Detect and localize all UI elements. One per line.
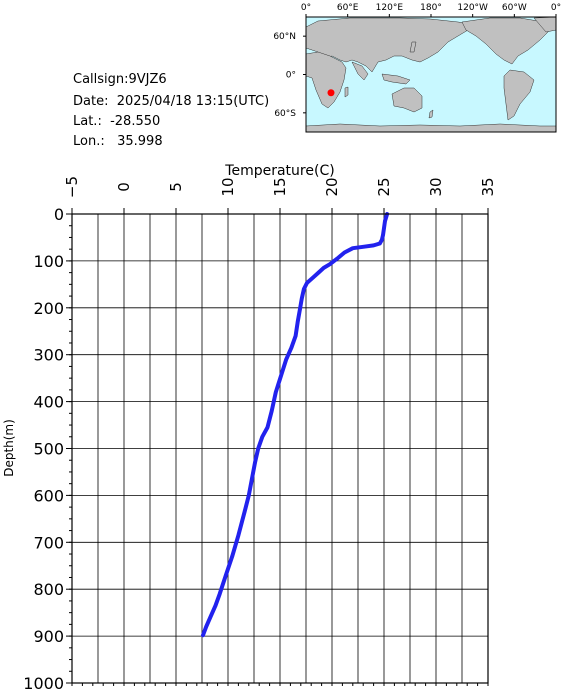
profile-data-point — [302, 287, 306, 291]
profile-data-point — [247, 493, 251, 497]
y-tick-label: 400 — [33, 393, 64, 412]
map-lon-tick-label: 60°E — [337, 3, 359, 13]
y-tick-label: 1000 — [23, 674, 64, 690]
profile-data-point — [305, 281, 309, 285]
profile-data-point — [328, 262, 332, 266]
y-tick-label: 0 — [54, 205, 64, 224]
y-tick-label: 100 — [33, 252, 64, 271]
profile-data-point — [382, 226, 386, 230]
map-lon-tick-label: 0° — [301, 3, 311, 13]
date-text: Date: 2025/04/18 13:15(UTC) — [73, 94, 270, 109]
profile-data-point — [279, 374, 283, 378]
profile-data-point — [361, 245, 365, 249]
map-lon-tick-label: 120°W — [457, 3, 488, 13]
map-land — [306, 17, 556, 132]
profile-data-point — [284, 357, 288, 361]
profile-data-point — [250, 477, 254, 481]
x-tick-label: 25 — [375, 177, 393, 196]
latitude-text: Lat.: -28.550 — [73, 114, 161, 129]
x-tick-label: 20 — [323, 177, 341, 196]
profile-data-point — [201, 633, 205, 637]
profile-data-point — [298, 308, 302, 312]
profile-data-point — [289, 346, 294, 350]
map-lat-tick-label: 0° — [286, 71, 296, 81]
profile-data-point — [322, 266, 326, 270]
profile-data-point — [243, 510, 247, 514]
temperature-profile-line — [201, 212, 390, 638]
profile-data-point — [380, 238, 384, 242]
profile-data-point — [270, 409, 274, 413]
y-axis-label: Depth(m) — [2, 419, 16, 477]
profile-data-point — [381, 233, 385, 237]
map-lon-tick-label: 0° — [551, 3, 561, 13]
profile-data-point — [300, 296, 304, 301]
y-tick-label: 900 — [33, 627, 64, 646]
profile-data-point — [351, 246, 355, 250]
profile-data-point — [342, 250, 347, 255]
profile-data-point — [311, 275, 315, 279]
longitude-text: Lon.: 35.998 — [73, 134, 163, 149]
profile-data-point — [316, 271, 321, 275]
station-marker — [327, 89, 335, 97]
y-tick-label: 300 — [33, 346, 64, 365]
world-map: 0° 60°E 120°E 180° 120°W 60°W 0° 60°N 0° 60°S — [273, 3, 561, 133]
map-lon-tick-label: 120°E — [376, 3, 404, 13]
profile-data-point — [253, 460, 257, 465]
profile-data-point — [296, 320, 300, 324]
x-tick-label: 5 — [167, 182, 185, 192]
profile-data-point — [213, 604, 218, 608]
x-tick-label: −5 — [63, 176, 81, 198]
y-tick-label: 600 — [33, 486, 64, 505]
profile-data-point — [385, 212, 389, 216]
y-tick-label: 200 — [33, 299, 64, 318]
map-lat-tick-label: 60°S — [274, 109, 296, 119]
y-tick-label: 700 — [33, 533, 64, 552]
profile-data-point — [378, 241, 382, 246]
profile-data-point — [208, 615, 212, 619]
profile-data-point — [256, 446, 260, 451]
profile-data-point — [335, 256, 339, 261]
x-tick-label: 35 — [479, 177, 497, 196]
profile-data-point — [372, 243, 376, 248]
profile-data-point — [265, 425, 270, 429]
callsign-text: Callsign:9VJZ6 — [73, 72, 167, 87]
x-tick-label: 15 — [271, 177, 289, 196]
x-tick-label: 30 — [427, 177, 445, 196]
profile-data-point — [236, 533, 240, 537]
profile-data-point — [224, 573, 228, 577]
y-tick-label: 500 — [33, 440, 64, 459]
map-lat-tick-label: 60°N — [273, 32, 296, 42]
profile-data-point — [383, 219, 387, 223]
y-tick-label: 800 — [33, 580, 64, 599]
x-tick-label: 10 — [219, 177, 237, 196]
profile-data-point — [230, 554, 234, 558]
profile-data-point — [274, 390, 278, 394]
x-tick-label: 0 — [115, 182, 133, 192]
profile-data-point — [218, 592, 222, 596]
map-lon-tick-label: 60°W — [502, 3, 527, 13]
map-lon-tick-label: 180° — [420, 3, 442, 13]
profile-data-point — [260, 435, 264, 439]
profile-data-point — [294, 334, 298, 338]
profile-data-point — [204, 625, 208, 629]
x-axis-label: Temperature(C) — [224, 163, 334, 179]
